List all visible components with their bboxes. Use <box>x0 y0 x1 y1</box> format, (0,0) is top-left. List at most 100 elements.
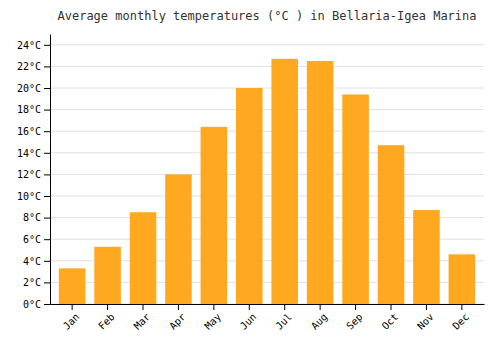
y-tick-label: 6°C <box>23 234 41 245</box>
x-axis: Jan Feb Mar Apr May Jun Jul Aug Sep Oct Nov Dec <box>51 304 485 332</box>
bar <box>342 94 369 304</box>
y-tick: 2°C <box>23 277 50 288</box>
x-tick-mark <box>107 304 108 310</box>
x-tick-label: Apr <box>167 311 188 332</box>
grid-line <box>50 66 484 67</box>
x-tick: Feb <box>96 304 117 332</box>
grid-line <box>50 131 484 132</box>
y-tick-mark <box>44 261 50 262</box>
x-tick: Sep <box>344 304 365 332</box>
x-tick-label: Nov <box>415 311 436 332</box>
bars <box>59 59 475 304</box>
bar <box>449 254 476 304</box>
x-tick: Nov <box>415 304 436 332</box>
y-tick: 6°C <box>23 234 50 245</box>
y-tick-mark <box>44 110 50 111</box>
y-tick-label: 18°C <box>17 104 41 115</box>
x-tick-label: Feb <box>96 311 117 332</box>
x-tick: Dec <box>450 304 471 332</box>
y-tick: 20°C <box>17 83 50 94</box>
x-tick-label: May <box>202 311 223 332</box>
y-tick: 0°C <box>23 299 50 310</box>
y-tick-mark <box>44 239 50 240</box>
y-tick: 22°C <box>17 61 50 72</box>
bar <box>413 210 440 304</box>
x-tick-mark <box>355 304 356 310</box>
y-tick-mark <box>44 66 50 67</box>
x-tick-mark <box>72 304 73 310</box>
y-tick-mark <box>44 45 50 46</box>
y-tick: 16°C <box>17 126 50 137</box>
y-tick: 12°C <box>17 169 50 180</box>
x-tick-mark <box>213 304 214 310</box>
title: Average monthly temperatures (°C ) in Be… <box>57 9 476 23</box>
x-tick-label: Dec <box>450 311 471 332</box>
x-tick-mark <box>178 304 179 310</box>
y-tick-mark <box>44 88 50 89</box>
grid-line <box>50 109 484 110</box>
y-tick-label: 10°C <box>17 191 41 202</box>
bar <box>236 88 263 304</box>
grid-line <box>50 44 484 45</box>
x-tick-label: Sep <box>344 311 365 332</box>
bar <box>94 247 121 304</box>
bar <box>59 268 86 304</box>
y-tick-mark <box>44 218 50 219</box>
bar <box>201 127 228 304</box>
x-tick-mark <box>143 304 144 310</box>
y-tick-label: 16°C <box>17 126 41 137</box>
grid-line <box>50 152 484 153</box>
grid-line <box>50 196 484 197</box>
x-tick: Apr <box>167 304 188 332</box>
bar <box>130 212 157 304</box>
bar <box>165 174 192 304</box>
x-tick-label: Jun <box>238 311 259 332</box>
y-tick-mark <box>44 153 50 154</box>
grid-line <box>50 88 484 89</box>
y-tick-mark <box>44 304 50 305</box>
y-tick-mark <box>44 196 50 197</box>
y-tick-label: 14°C <box>17 148 41 159</box>
y-tick-label: 2°C <box>23 277 41 288</box>
x-tick-label: Aug <box>309 311 330 332</box>
x-axis-line <box>51 304 485 305</box>
y-tick-label: 12°C <box>17 169 41 180</box>
bar <box>271 59 298 304</box>
y-tick-mark <box>44 131 50 132</box>
y-axis-line <box>50 35 51 305</box>
y-tick: 18°C <box>17 104 50 115</box>
x-tick: Oct <box>380 304 401 332</box>
plot-area: 0°C 2°C 4°C 6°C 8°C 10°C 12°C 14°C 16°C 18°C 20°C 2… <box>17 35 485 332</box>
y-tick-label: 4°C <box>23 256 41 267</box>
bar <box>378 145 405 304</box>
grid <box>50 45 484 304</box>
x-tick: Mar <box>132 304 153 332</box>
x-tick: Jul <box>273 304 294 332</box>
y-tick: 8°C <box>23 212 50 223</box>
x-tick-label: Mar <box>132 311 153 332</box>
x-tick: Jun <box>238 304 259 332</box>
x-tick: Jan <box>61 304 82 332</box>
y-tick-label: 0°C <box>23 299 41 310</box>
y-tick-label: 20°C <box>17 83 41 94</box>
grid-line <box>50 174 484 175</box>
y-tick-label: 22°C <box>17 61 41 72</box>
y-tick: 24°C <box>17 40 50 51</box>
x-tick-mark <box>426 304 427 310</box>
bar <box>307 61 334 304</box>
y-tick-mark <box>44 174 50 175</box>
y-tick: 4°C <box>23 256 50 267</box>
x-tick-label: Jul <box>273 311 294 332</box>
chart: 0°C 2°C 4°C 6°C 8°C 10°C 12°C 14°C 16°C 18°C 20°C 2… <box>0 0 500 350</box>
y-tick: 10°C <box>17 191 50 202</box>
x-tick-mark <box>391 304 392 310</box>
x-tick-label: Oct <box>380 311 401 332</box>
x-tick-mark <box>461 304 462 310</box>
y-tick-mark <box>44 282 50 283</box>
y-axis: 0°C 2°C 4°C 6°C 8°C 10°C 12°C 14°C 16°C 18°C 20°C 2… <box>17 35 51 310</box>
x-tick-mark <box>284 304 285 310</box>
x-tick-label: Jan <box>61 311 82 332</box>
x-tick: Aug <box>309 304 330 332</box>
y-tick: 14°C <box>17 148 50 159</box>
y-tick-label: 8°C <box>23 212 41 223</box>
